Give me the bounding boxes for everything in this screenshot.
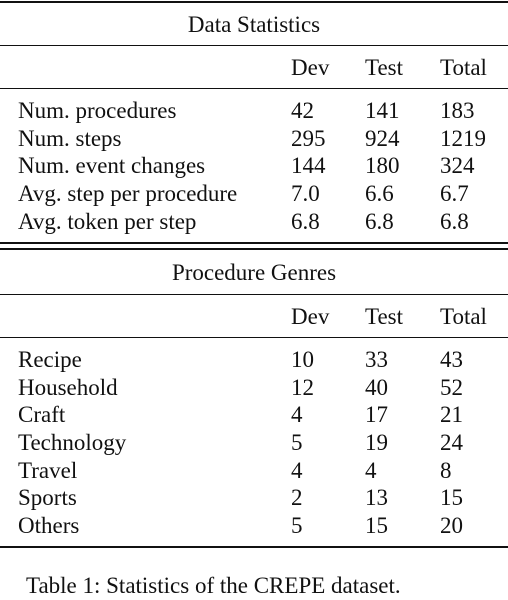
cell-test: 15 (365, 513, 388, 538)
cell-dev: 10 (291, 347, 314, 372)
cell-dev: 6.8 (291, 209, 320, 234)
cell-total: 1219 (440, 126, 486, 151)
section-title-procedure-genres: Procedure Genres (171, 260, 337, 285)
cell-dev: 144 (291, 153, 326, 178)
cell-test: 6.8 (365, 209, 394, 234)
cell-dev: 12 (291, 375, 314, 400)
table-row: Recipe 10 33 43 (0, 346, 508, 374)
cell-dev: 295 (291, 126, 326, 151)
cell-dev: 5 (291, 513, 303, 538)
cell-test: 13 (365, 485, 388, 510)
table-row: Others 5 15 20 (0, 512, 508, 540)
header-row: Dev Test Total (0, 54, 508, 82)
row-label: Travel (18, 458, 78, 483)
cell-test: 17 (365, 402, 388, 427)
cell-test: 40 (365, 375, 388, 400)
table-row: Travel 4 4 8 (0, 457, 508, 485)
table-row: Num. event changes 144 180 324 (0, 152, 508, 180)
row-label: Recipe (18, 347, 82, 372)
cell-total: 8 (440, 458, 452, 483)
header-rule (0, 337, 508, 338)
cell-dev: 4 (291, 402, 303, 427)
column-header-dev: Dev (291, 55, 330, 80)
cell-test: 924 (365, 126, 400, 151)
column-header-total: Total (440, 304, 487, 329)
table-row: Sports 2 13 15 (0, 484, 508, 512)
table-row: Avg. step per procedure 7.0 6.6 6.7 (0, 180, 508, 208)
table-row: Avg. token per step 6.8 6.8 6.8 (0, 208, 508, 236)
title-rule (0, 294, 508, 295)
column-header-total: Total (440, 55, 487, 80)
column-header-test: Test (365, 55, 403, 80)
cell-test: 19 (365, 430, 388, 455)
cell-test: 180 (365, 153, 400, 178)
section-divider-rule (0, 242, 508, 244)
cell-total: 24 (440, 430, 463, 455)
cell-dev: 4 (291, 458, 303, 483)
row-label: Num. steps (18, 126, 122, 151)
cell-total: 15 (440, 485, 463, 510)
table-row: Household 12 40 52 (0, 374, 508, 402)
title-rule (0, 45, 508, 46)
row-label: Others (18, 513, 80, 538)
row-label: Craft (18, 402, 66, 427)
header-rule (0, 88, 508, 89)
row-label: Num. event changes (18, 153, 206, 178)
cell-test: 33 (365, 347, 388, 372)
cell-total: 324 (440, 153, 475, 178)
row-label: Avg. step per procedure (18, 181, 238, 206)
bottom-rule (0, 546, 508, 548)
cell-total: 52 (440, 375, 463, 400)
cell-total: 183 (440, 98, 475, 123)
row-label: Household (18, 375, 118, 400)
header-row: Dev Test Total (0, 303, 508, 331)
cell-dev: 2 (291, 485, 303, 510)
column-header-test: Test (365, 304, 403, 329)
cell-total: 21 (440, 402, 463, 427)
column-header-dev: Dev (291, 304, 330, 329)
cell-test: 4 (365, 458, 377, 483)
row-label: Num. procedures (18, 98, 177, 123)
row-label: Technology (18, 430, 127, 455)
table-row: Craft 4 17 21 (0, 401, 508, 429)
cell-total: 6.8 (440, 209, 469, 234)
cell-dev: 5 (291, 430, 303, 455)
table-row: Num. procedures 42 141 183 (0, 97, 508, 125)
table-row: Technology 5 19 24 (0, 429, 508, 457)
section-divider-rule (0, 248, 508, 250)
table-row: Num. steps 295 924 1219 (0, 125, 508, 153)
cell-dev: 7.0 (291, 181, 320, 206)
cell-total: 43 (440, 347, 463, 372)
cell-dev: 42 (291, 98, 314, 123)
cell-test: 141 (365, 98, 400, 123)
cell-total: 6.7 (440, 181, 469, 206)
cell-total: 20 (440, 513, 463, 538)
row-label: Avg. token per step (18, 209, 197, 234)
top-rule (0, 1, 508, 3)
table-caption: Table 1: Statistics of the CREPE dataset… (26, 573, 401, 598)
row-label: Sports (18, 485, 77, 510)
cell-test: 6.6 (365, 181, 394, 206)
section-title-data-statistics: Data Statistics (187, 12, 321, 37)
